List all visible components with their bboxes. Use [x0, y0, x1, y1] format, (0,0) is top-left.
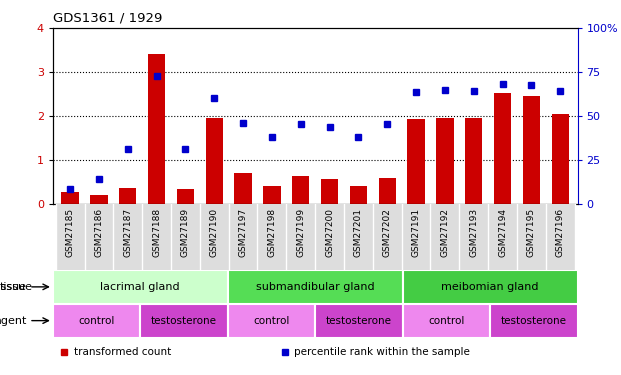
Text: testosterone: testosterone: [501, 316, 567, 326]
Bar: [292, 176, 309, 204]
Bar: [379, 178, 396, 204]
Bar: [402, 304, 490, 338]
Bar: [350, 186, 367, 204]
Text: percentile rank within the sample: percentile rank within the sample: [294, 347, 470, 357]
Text: GSM27185: GSM27185: [66, 208, 75, 257]
Text: GSM27196: GSM27196: [556, 208, 564, 257]
Text: GSM27193: GSM27193: [469, 208, 478, 257]
Bar: [234, 172, 252, 204]
Bar: [263, 186, 281, 204]
Text: GSM27187: GSM27187: [123, 208, 132, 257]
Text: transformed count: transformed count: [74, 347, 171, 357]
Bar: [436, 118, 453, 204]
Bar: [177, 189, 194, 204]
Bar: [465, 118, 483, 204]
Text: lacrimal gland: lacrimal gland: [101, 282, 180, 292]
Bar: [407, 119, 425, 204]
Text: GSM27186: GSM27186: [94, 208, 104, 257]
Bar: [119, 188, 137, 204]
Text: GSM27191: GSM27191: [412, 208, 420, 257]
Text: meibomian gland: meibomian gland: [442, 282, 539, 292]
Text: submandibular gland: submandibular gland: [256, 282, 374, 292]
Text: GSM27198: GSM27198: [268, 208, 276, 257]
Bar: [315, 304, 402, 338]
Text: GSM27195: GSM27195: [527, 208, 536, 257]
Bar: [523, 96, 540, 204]
Text: GDS1361 / 1929: GDS1361 / 1929: [53, 11, 162, 24]
Text: GSM27197: GSM27197: [238, 208, 248, 257]
Bar: [321, 179, 338, 204]
Text: GSM27200: GSM27200: [325, 208, 334, 256]
Bar: [61, 192, 79, 204]
Bar: [53, 304, 140, 338]
Text: tissue: tissue: [0, 282, 26, 292]
Bar: [228, 304, 315, 338]
Text: testosterone: testosterone: [151, 316, 217, 326]
Bar: [494, 93, 511, 204]
Bar: [551, 114, 569, 204]
Bar: [228, 270, 402, 304]
Text: control: control: [253, 316, 289, 326]
Bar: [53, 270, 228, 304]
Text: tissue: tissue: [0, 282, 33, 292]
Bar: [206, 118, 223, 204]
Bar: [90, 195, 107, 204]
Text: GSM27188: GSM27188: [152, 208, 161, 257]
Bar: [140, 304, 228, 338]
Text: agent: agent: [0, 316, 26, 326]
Bar: [148, 54, 165, 204]
Text: GSM27194: GSM27194: [498, 208, 507, 256]
Text: GSM27201: GSM27201: [354, 208, 363, 256]
Text: GSM27189: GSM27189: [181, 208, 190, 257]
Text: testosterone: testosterone: [326, 316, 392, 326]
Bar: [402, 270, 578, 304]
Text: GSM27199: GSM27199: [296, 208, 306, 257]
Bar: [490, 304, 578, 338]
Text: GSM27190: GSM27190: [210, 208, 219, 257]
Text: control: control: [428, 316, 465, 326]
Text: control: control: [78, 316, 115, 326]
Text: GSM27192: GSM27192: [440, 208, 450, 256]
Text: GSM27202: GSM27202: [383, 208, 392, 256]
